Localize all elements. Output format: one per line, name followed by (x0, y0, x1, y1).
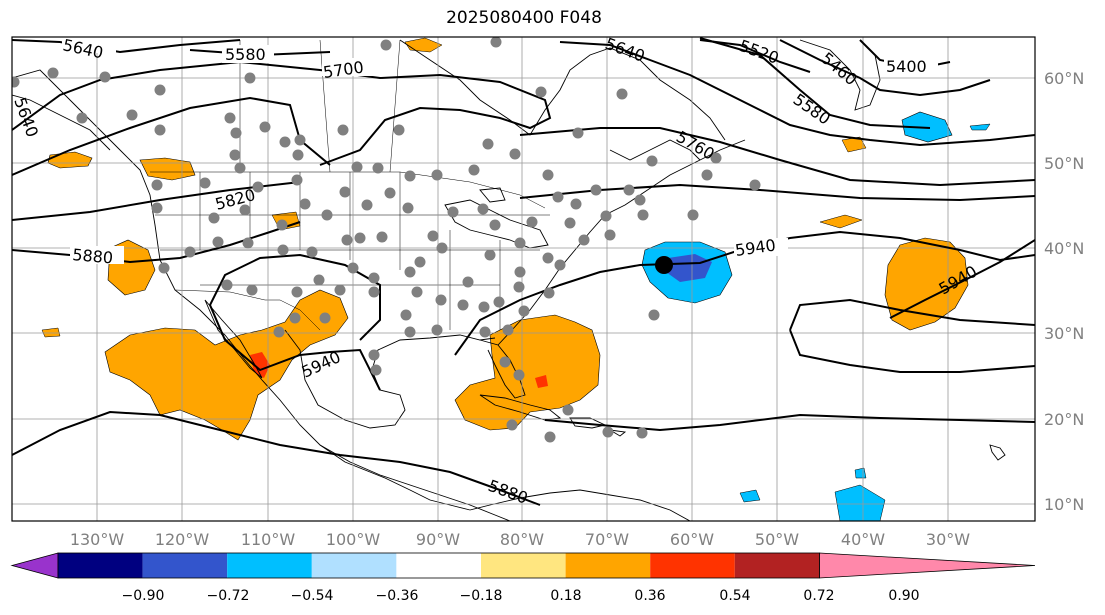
colorbar-extend-high (819, 552, 1036, 579)
lon-label: 130°W (70, 530, 125, 549)
contour-5580-northeast (699, 37, 931, 129)
lon-label: 50°W (755, 530, 799, 549)
station-dots (12, 37, 761, 443)
map-frame (11, 36, 1036, 522)
contour-5940-atlantic (454, 230, 1035, 356)
colorbar-segment (481, 553, 566, 578)
contour-label: 5400 (886, 57, 927, 76)
contour-5460 (779, 39, 991, 97)
colorbar (10, 552, 1036, 579)
lat-label: 40°N (1044, 239, 1084, 258)
colorbar-extend-low (10, 552, 59, 579)
political-borders (150, 39, 550, 331)
anomaly-positive-small-4 (41, 327, 61, 338)
anomaly-negative-small-4 (969, 123, 991, 131)
colorbar-segment (311, 553, 397, 578)
colorbar-segment (565, 553, 651, 578)
anomaly-negative-small-2 (739, 489, 761, 503)
colorbar-segment (142, 553, 228, 578)
longitude-labels: 130°W 120°W 110°W 100°W 90°W 80°W 70°W 6… (70, 530, 970, 549)
latitude-labels: 60°N 50°N 40°N 30°N 20°N 10°N (1044, 69, 1084, 514)
contour-5940-east (889, 239, 1035, 319)
anomaly-positive-mexico (104, 289, 349, 441)
anomaly-negative-small-3 (854, 467, 867, 479)
lon-label: 30°W (926, 530, 970, 549)
contour-label: 5580 (225, 45, 266, 64)
lon-label: 90°W (416, 530, 460, 549)
colorbar-ticks: −0.90 −0.72 −0.54 −0.36 −0.18 0.18 0.36 … (122, 588, 920, 604)
colorbar-tick: −0.72 (207, 588, 250, 604)
lon-label: 120°W (155, 530, 210, 549)
contour-5880-atlantic (544, 413, 1035, 432)
colorbar-tick: 0.72 (803, 588, 834, 604)
contour-5940-loop (789, 298, 1035, 373)
colorbar-frame (57, 552, 820, 579)
colorbar-tick: 0.90 (888, 588, 919, 604)
anomaly-fills (41, 37, 991, 521)
contour-5880-south (12, 410, 541, 506)
lat-label: 60°N (1044, 69, 1084, 88)
contour-label: 5880 (72, 245, 114, 267)
lon-label: 40°W (841, 530, 885, 549)
anomaly-strong-negative-atlantic (666, 254, 712, 282)
colorbar-tick: 0.54 (719, 588, 750, 604)
colorbar-tick: 0.36 (634, 588, 665, 604)
colorbar-tick: −0.36 (376, 588, 419, 604)
colorbar-segment (650, 553, 735, 578)
lon-label: 70°W (585, 530, 629, 549)
colorbar-segment (396, 553, 481, 578)
lat-label: 50°N (1044, 154, 1084, 173)
lon-label: 100°W (326, 530, 381, 549)
contour-5520 (699, 39, 811, 73)
anomaly-positive-bc (139, 157, 196, 181)
contour-5640-northeast (559, 41, 1035, 147)
lat-label: 20°N (1044, 410, 1084, 429)
contour-5700 (12, 60, 552, 166)
height-contours (12, 37, 1035, 506)
anomaly-positive-atlantic (884, 237, 969, 331)
target-point-marker (655, 256, 673, 274)
graticule (12, 37, 1035, 521)
anomaly-negative-small-1 (834, 484, 886, 521)
anomaly-positive-small-1 (404, 37, 443, 53)
anomaly-positive-florida (454, 314, 601, 431)
contour-5760 (12, 96, 1035, 187)
colorbar-tick: −0.90 (122, 588, 165, 604)
coastlines (12, 39, 1006, 521)
lat-label: 30°N (1044, 324, 1084, 343)
lon-label: 80°W (500, 530, 544, 549)
contour-5640-west (12, 39, 241, 54)
colorbar-segment (734, 553, 820, 578)
colorbar-tick: −0.18 (460, 588, 503, 604)
colorbar-segment (58, 553, 143, 578)
anomaly-strong-caribbean (535, 375, 548, 388)
lat-label: 10°N (1044, 495, 1084, 514)
anomaly-positive-small-3 (819, 214, 863, 229)
map-background (12, 37, 1035, 521)
colorbar-tick: −0.54 (291, 588, 334, 604)
lon-label: 60°W (670, 530, 714, 549)
colorbar-tick: 0.18 (550, 588, 581, 604)
lon-label: 110°W (241, 530, 296, 549)
map-title: 2025080400 F048 (446, 8, 602, 28)
colorbar-segment (227, 553, 312, 578)
